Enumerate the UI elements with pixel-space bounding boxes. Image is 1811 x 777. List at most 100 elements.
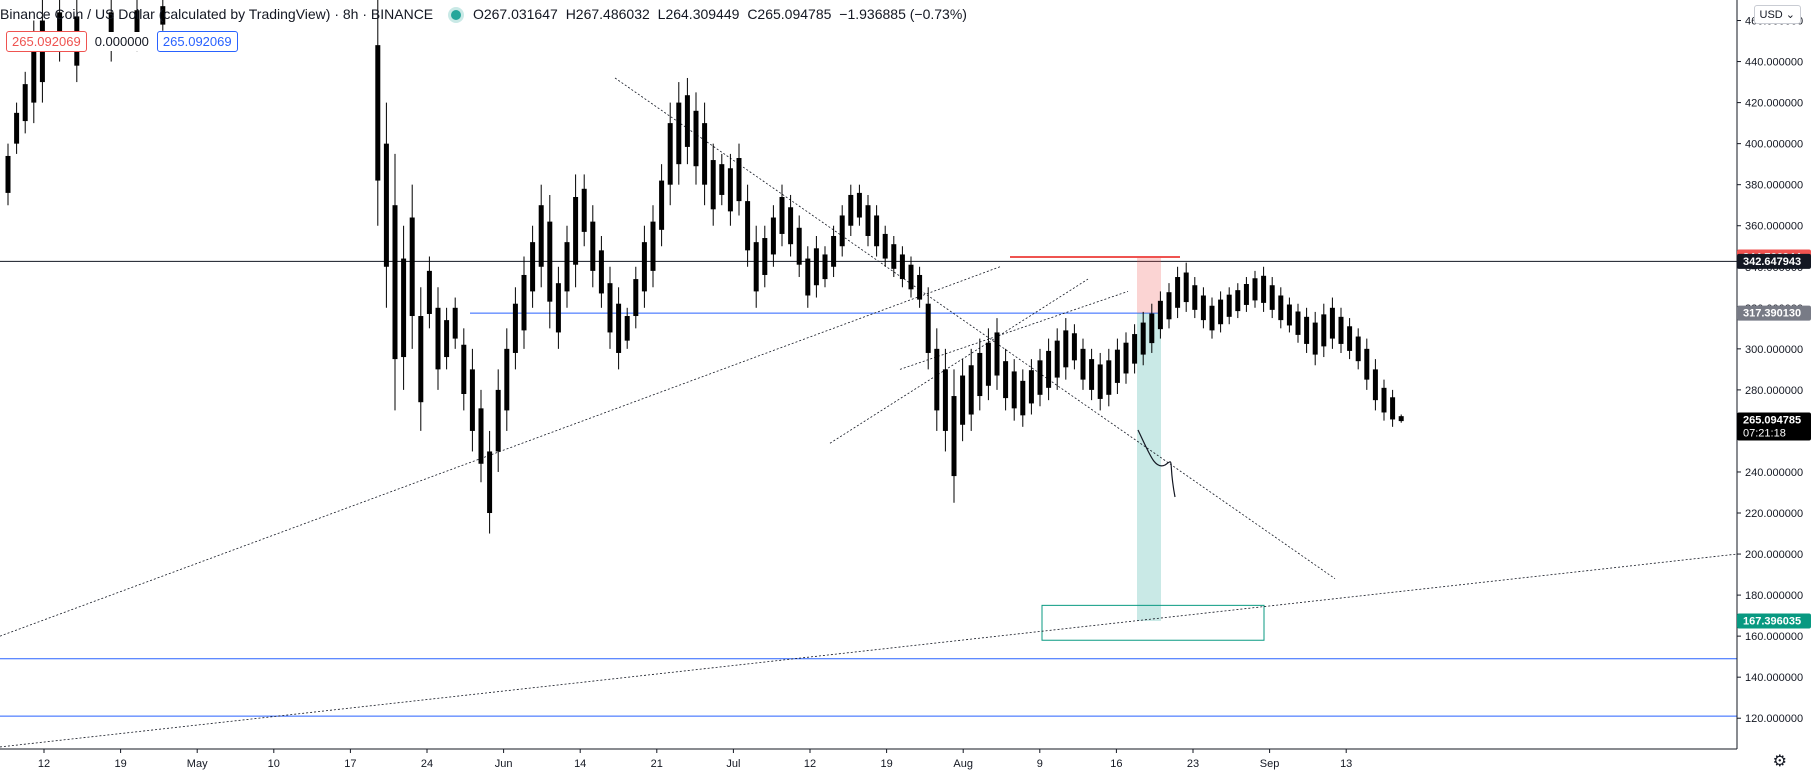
candle-body [495,389,501,452]
candle-body [1312,322,1318,355]
candle-body [1106,360,1112,395]
x-tick-label: 17 [344,758,356,770]
candle-body [1132,334,1138,364]
y-tick-label: 380.000000 [1745,180,1803,192]
candle-body [762,238,768,275]
bar-countdown: 07:21:18 [1743,427,1786,439]
x-tick-label: 12 [38,758,50,770]
candle-body [444,320,450,358]
candle-body [633,279,639,317]
candle-body [392,205,398,360]
take-profit-zone[interactable] [1137,313,1161,621]
candle-body [1046,350,1052,388]
candle-body [796,227,802,265]
candle-body [641,242,647,292]
x-tick-label: Aug [953,758,973,770]
y-tick-label: 420.000000 [1745,98,1803,110]
candle-body [684,95,690,147]
candle-body [985,342,991,386]
open-value: O267.031647 [472,6,558,22]
candle-body [710,160,716,210]
candle-body [788,207,794,245]
x-tick-label: 13 [1340,758,1352,770]
candle-body [383,143,389,267]
candle-body [1149,313,1155,344]
currency-selector[interactable]: USD ⌄ [1753,5,1801,24]
candle-body [581,188,587,232]
y-tick-label: 400.000000 [1745,139,1803,151]
price-label-tag [1737,253,1811,269]
candle-body [564,242,570,292]
candle-body [659,180,665,230]
x-tick-label: 16 [1110,758,1122,770]
low-value: L264.309449 [657,6,740,22]
candle-body [1054,340,1060,378]
ohlc-values: O267.031647 H267.486032 L264.309449 C265… [473,6,971,22]
candle-body [865,205,871,236]
price-label-tag [1737,305,1811,321]
time-axis[interactable]: 12 19 May 10 17 24 Jun 14 21 Jul 12 19 Aug 9 16 23 Sep 13 [38,749,1352,770]
x-tick-label: 12 [804,758,816,770]
candle-body [538,205,544,267]
candle-body [5,155,11,193]
trendline-long[interactable] [0,553,1738,748]
candle-body [469,369,475,431]
candle-body [1252,278,1258,301]
candle-body [1028,370,1034,404]
candle-body [960,375,966,425]
sell-price-badge[interactable]: 265.092069 [6,31,87,52]
x-tick-label: 10 [268,758,280,770]
candle-body [1140,322,1146,355]
candle-body [1080,348,1086,380]
candle-body [22,84,28,122]
y-tick-label: 440.000000 [1745,57,1803,69]
x-tick-label: Jun [495,758,513,770]
candle-body [616,303,622,353]
candle-body [530,242,536,292]
candle-body [409,217,415,317]
candle-body [1200,295,1206,321]
target-box[interactable] [1041,604,1265,641]
candle-body [426,270,432,314]
candle-body [1321,314,1327,347]
y-tick-label: 240.000000 [1745,467,1803,479]
candle-body [676,102,682,165]
x-tick-label: Jul [726,758,740,770]
candle-body [1329,307,1335,339]
x-tick-label: 23 [1187,758,1199,770]
candle-body [968,365,974,415]
candle-body [1209,305,1215,331]
y-tick-label: 280.000000 [1745,385,1803,397]
candle-body [977,352,983,397]
candle-body [401,258,407,358]
symbol-title[interactable]: Binance Coin / US Dollar (calculated by … [0,6,434,22]
candle-body [1235,290,1241,312]
candle-body [848,194,854,226]
candle-body [504,348,510,411]
stop-loss-zone[interactable] [1137,256,1161,314]
channel-lower[interactable] [829,278,1089,444]
candle-body [624,316,630,341]
candle-body [702,123,708,185]
candle-body [839,215,845,247]
candle-body [452,307,458,339]
candle-body [1037,360,1043,395]
candle-body [418,316,424,403]
projection-path[interactable] [1137,429,1176,498]
candle-body [753,242,759,292]
symbol-legend: Binance Coin / US Dollar (calculated by … [0,6,971,22]
y-tick-label: 180.000000 [1745,590,1803,602]
candle-body [1355,336,1361,362]
candle-body [813,248,819,286]
candle-body [1347,326,1353,351]
candle-body [1011,371,1017,409]
change-value: −1.936885 (−0.73%) [839,6,967,22]
candle-body [1372,369,1378,401]
candle-body [719,164,725,195]
close-value: C265.094785 [747,6,832,22]
candle-body [856,192,862,218]
x-tick-label: 14 [574,758,586,770]
gear-icon[interactable]: ⚙ [1772,753,1787,770]
buy-price-badge[interactable]: 265.092069 [156,31,238,52]
